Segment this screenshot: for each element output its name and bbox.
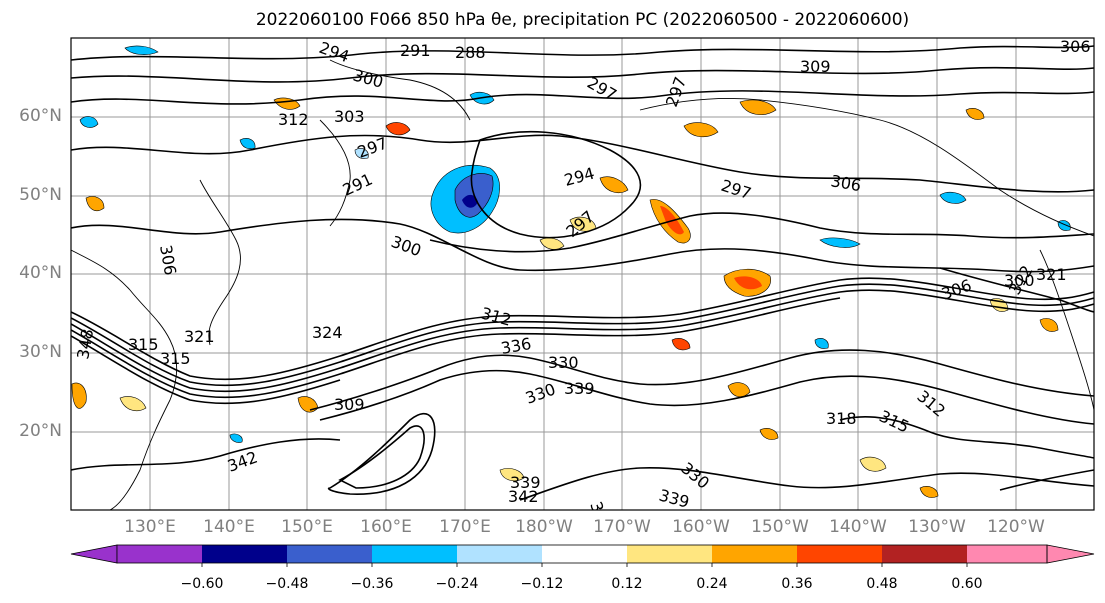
plot-frame: [70, 37, 1095, 511]
colorbar-segment: [712, 545, 797, 563]
contour-label: 339: [510, 473, 541, 492]
lon-label: 120°W: [987, 517, 1045, 537]
colorbar-segment: [967, 545, 1047, 563]
lat-label: 20°N: [19, 421, 62, 441]
contour-label: 318: [826, 409, 857, 428]
lon-label: 170°E: [439, 517, 491, 537]
colorbar-segment: [627, 545, 712, 563]
contour-label: 306: [1060, 37, 1091, 56]
lat-label: 50°N: [19, 185, 62, 205]
colorbar-extend-low: [70, 544, 118, 564]
contour-label: 291: [400, 41, 431, 60]
theta-e-contours: [71, 45, 1094, 501]
colorbar: [70, 544, 1095, 567]
contour-label: 309: [800, 57, 831, 76]
colorbar-segment: [542, 545, 627, 563]
colorbar-segment: [117, 545, 202, 563]
lon-label: 130°W: [908, 517, 966, 537]
coastlines: [71, 59, 1094, 510]
gridlines: [71, 38, 1094, 510]
colorbar-tick-label: 0.24: [696, 576, 728, 592]
lon-label: 160°W: [672, 517, 730, 537]
contour-label: 339: [564, 379, 595, 398]
contour-label: 300: [1004, 271, 1035, 290]
lat-label: 30°N: [19, 342, 62, 362]
contour-label: 312: [278, 110, 309, 129]
lon-label: 160°E: [360, 517, 412, 537]
contour-label: 321: [184, 327, 215, 346]
contour-label: 324: [312, 323, 343, 342]
colorbar-tick-label: −0.24: [435, 576, 479, 592]
colorbar-segment: [287, 545, 372, 563]
lon-label: 150°W: [751, 517, 809, 537]
contour-label: 321: [1036, 265, 1067, 284]
colorbar-segment: [457, 545, 542, 563]
colorbar-tick-label: −0.12: [520, 576, 564, 592]
lon-label: 140°W: [829, 517, 887, 537]
contour-label: 330: [548, 353, 579, 372]
lon-label: 150°E: [281, 517, 333, 537]
colorbar-segment: [202, 545, 287, 563]
contour-label: 336: [586, 499, 614, 534]
colorbar-tick-label: 0.36: [781, 576, 813, 592]
colorbar-tick-label: 0.12: [611, 576, 643, 592]
contour-label: 303: [334, 107, 365, 126]
lon-label: 140°E: [203, 517, 255, 537]
lat-label: 60°N: [19, 106, 62, 126]
colorbar-tick-label: −0.48: [265, 576, 309, 592]
colorbar-segment: [882, 545, 967, 563]
contour-label: 342: [508, 487, 539, 506]
lon-label: 170°W: [593, 517, 651, 537]
lon-label: 130°E: [124, 517, 176, 537]
colorbar-segment: [372, 545, 457, 563]
colorbar-segment: [797, 545, 882, 563]
colorbar-tick-label: 0.48: [866, 576, 898, 592]
colorbar-tick-label: −0.60: [180, 576, 224, 592]
lon-label: 180°W: [515, 517, 573, 537]
contour-label: 309: [334, 395, 365, 414]
lat-label: 40°N: [19, 263, 62, 283]
contour-label: 315: [160, 349, 191, 368]
colorbar-tick-label: −0.36: [350, 576, 394, 592]
colorbar-tick-label: 0.60: [951, 576, 983, 592]
contour-label: 315: [128, 335, 159, 354]
map-title: 2022060100 F066 850 hPa θe, precipitatio…: [255, 10, 910, 30]
contour-label: 288: [455, 43, 486, 62]
colorbar-extend-high: [1046, 544, 1095, 564]
